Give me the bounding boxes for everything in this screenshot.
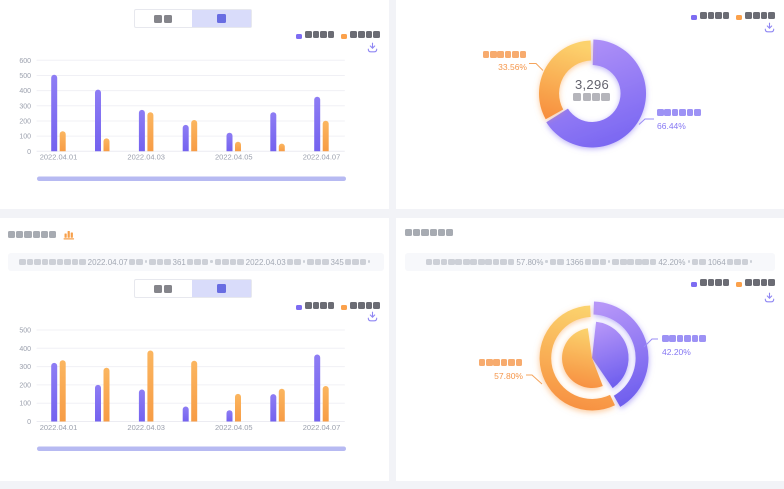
svg-text:200: 200 [19, 119, 31, 126]
svg-text:100: 100 [19, 401, 31, 408]
svg-text:0: 0 [27, 149, 31, 156]
svg-text:600: 600 [19, 58, 31, 65]
svg-text:500: 500 [19, 328, 31, 335]
svg-text:2022.04.01: 2022.04.01 [40, 153, 78, 162]
svg-text:400: 400 [19, 346, 31, 353]
svg-text:2022.04.07: 2022.04.07 [303, 423, 341, 432]
svg-text:100: 100 [19, 134, 31, 141]
svg-text:2022.04.05: 2022.04.05 [215, 423, 253, 432]
svg-text:2022.04.03: 2022.04.03 [127, 153, 165, 162]
svg-text:2022.04.05: 2022.04.05 [215, 153, 253, 162]
svg-text:400: 400 [19, 88, 31, 95]
svg-text:2022.04.07: 2022.04.07 [303, 153, 341, 162]
svg-text:2022.04.01: 2022.04.01 [40, 423, 78, 432]
svg-text:200: 200 [19, 382, 31, 389]
svg-text:2022.04.03: 2022.04.03 [127, 423, 165, 432]
svg-text:500: 500 [19, 73, 31, 80]
svg-text:300: 300 [19, 364, 31, 371]
svg-text:300: 300 [19, 103, 31, 110]
svg-text:0: 0 [27, 419, 31, 426]
